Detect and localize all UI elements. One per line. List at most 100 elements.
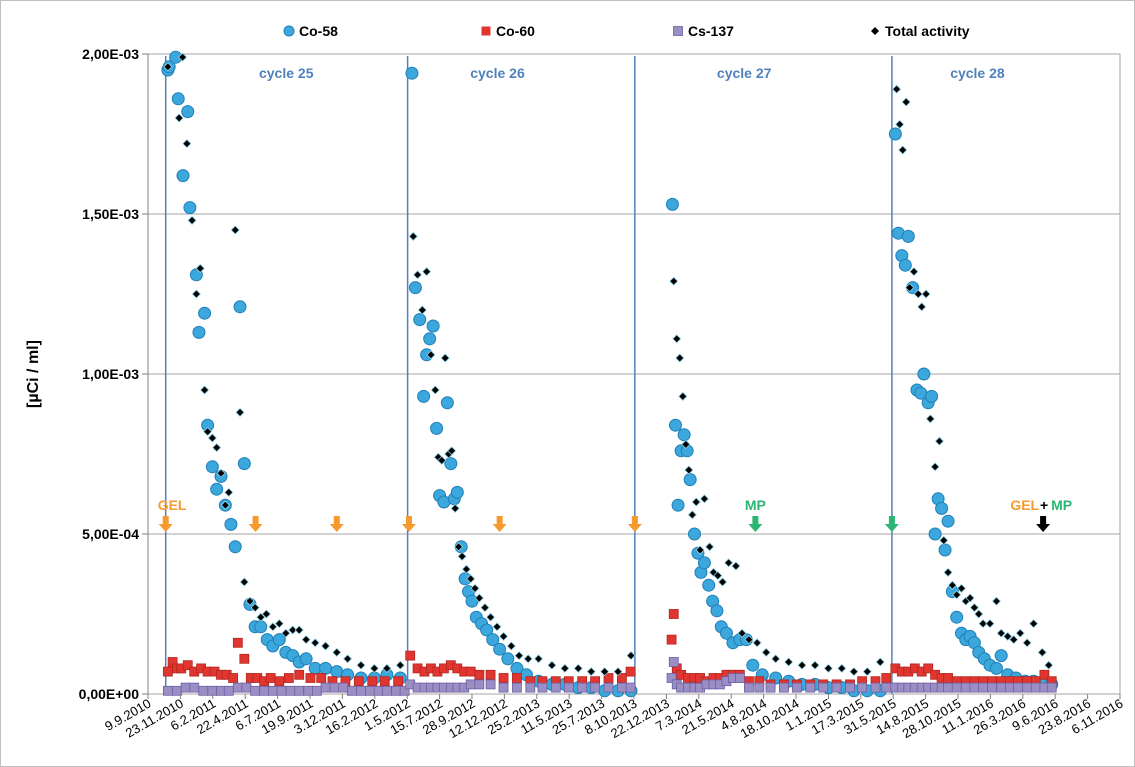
cs137-point bbox=[818, 682, 829, 693]
total-activity-point bbox=[195, 263, 205, 273]
co58-point bbox=[683, 473, 697, 487]
co60-point bbox=[274, 676, 285, 687]
cs137-point bbox=[465, 679, 476, 690]
co58-point bbox=[176, 169, 190, 183]
cs137-point bbox=[754, 682, 765, 693]
total-activity-point bbox=[705, 542, 715, 552]
co58-point bbox=[668, 418, 682, 432]
cs137-point bbox=[267, 685, 278, 696]
total-activity-point bbox=[395, 660, 405, 670]
cs137-point bbox=[241, 682, 252, 693]
co58-point bbox=[950, 610, 964, 624]
y-tick-label: 1,50E-03 bbox=[82, 206, 139, 222]
co58-point bbox=[941, 514, 955, 528]
total-activity-point bbox=[203, 427, 213, 437]
cycle-label: cycle 27 bbox=[717, 65, 772, 81]
event-layer: GEL MP GEL + MP bbox=[158, 497, 1072, 532]
legend-label: Total activity bbox=[885, 23, 970, 39]
co58-point bbox=[192, 325, 206, 339]
total-activity-point bbox=[1022, 638, 1032, 648]
co58-point bbox=[901, 229, 915, 243]
cs137-point bbox=[577, 682, 588, 693]
co58-point bbox=[665, 197, 679, 211]
co58-point bbox=[224, 517, 238, 531]
total-activity-point bbox=[943, 567, 953, 577]
total-activity-point bbox=[413, 270, 423, 280]
co60-point bbox=[405, 650, 416, 661]
legend-item: Co-58 bbox=[283, 23, 338, 39]
total-activity-point bbox=[235, 407, 245, 417]
cycle-label: cycle 25 bbox=[259, 65, 314, 81]
co60-point bbox=[668, 609, 679, 619]
total-activity-point bbox=[506, 641, 516, 651]
cs137-point bbox=[996, 682, 1007, 693]
total-activity-point bbox=[343, 654, 353, 664]
total-activity-point bbox=[613, 667, 623, 677]
total-activity-point bbox=[356, 660, 366, 670]
legend-label: Co-60 bbox=[496, 23, 535, 39]
co58-point bbox=[254, 620, 268, 634]
legend-marker-total bbox=[871, 27, 879, 35]
total-activity-point bbox=[310, 638, 320, 648]
co58-point bbox=[405, 66, 419, 80]
total-activity-point bbox=[256, 612, 266, 622]
co58-point bbox=[671, 498, 685, 512]
total-activity-point bbox=[934, 436, 944, 446]
cs137-point bbox=[805, 682, 816, 693]
cs137-point bbox=[223, 685, 234, 696]
total-activity-point bbox=[744, 635, 754, 645]
total-activity-point bbox=[450, 503, 460, 513]
co58-point bbox=[440, 396, 454, 410]
y-tick-label: 5,00E-04 bbox=[82, 526, 139, 542]
total-activity-point bbox=[737, 628, 747, 638]
total-activity-point bbox=[823, 663, 833, 673]
co58-point bbox=[183, 201, 197, 215]
mp-label: MP bbox=[1051, 497, 1072, 513]
co58-point bbox=[480, 623, 494, 637]
total-activity-point bbox=[426, 350, 436, 360]
total-activity-point bbox=[1015, 628, 1025, 638]
cs137-point bbox=[881, 682, 892, 693]
cs137-point bbox=[250, 685, 261, 696]
co60-point bbox=[294, 669, 305, 680]
total-activity-point bbox=[687, 510, 697, 520]
total-activity-point bbox=[474, 593, 484, 603]
total-activity-point bbox=[480, 603, 490, 613]
cs137-point bbox=[969, 682, 980, 693]
total-activity-point bbox=[991, 596, 1002, 606]
co58-point bbox=[408, 281, 422, 295]
total-activity-point bbox=[695, 545, 705, 555]
total-activity-point bbox=[245, 596, 255, 606]
total-activity-point bbox=[600, 667, 610, 677]
total-activity-point bbox=[996, 628, 1006, 638]
cs137-point bbox=[373, 685, 384, 696]
gel-mp-arrow-icon bbox=[1036, 516, 1051, 532]
total-activity-point bbox=[224, 487, 234, 497]
cs137-point bbox=[1013, 682, 1023, 693]
co60-point bbox=[666, 634, 677, 645]
total-activity-point bbox=[466, 574, 476, 584]
total-activity-point bbox=[895, 119, 905, 129]
co60-point bbox=[228, 673, 239, 683]
co60-point bbox=[485, 669, 496, 680]
total-activity-point bbox=[681, 439, 691, 449]
series-total-activity bbox=[163, 52, 1054, 677]
cs137-point bbox=[537, 682, 548, 693]
total-activity-point bbox=[784, 657, 794, 667]
legend-label: Cs-137 bbox=[688, 23, 734, 39]
total-activity-point bbox=[454, 542, 464, 552]
total-activity-point bbox=[837, 663, 847, 673]
co60-point bbox=[162, 666, 173, 677]
co58-point bbox=[935, 501, 949, 515]
total-activity-point bbox=[849, 667, 859, 677]
legend-layer: Co-58 Co-60 Cs-137 Total activity bbox=[283, 23, 970, 39]
cs137-point bbox=[294, 685, 305, 696]
total-activity-point bbox=[461, 564, 471, 574]
co58-point bbox=[677, 428, 691, 442]
total-activity-point bbox=[430, 385, 440, 395]
total-activity-point bbox=[191, 289, 201, 299]
total-activity-point bbox=[797, 660, 807, 670]
series-layer bbox=[161, 50, 1059, 698]
